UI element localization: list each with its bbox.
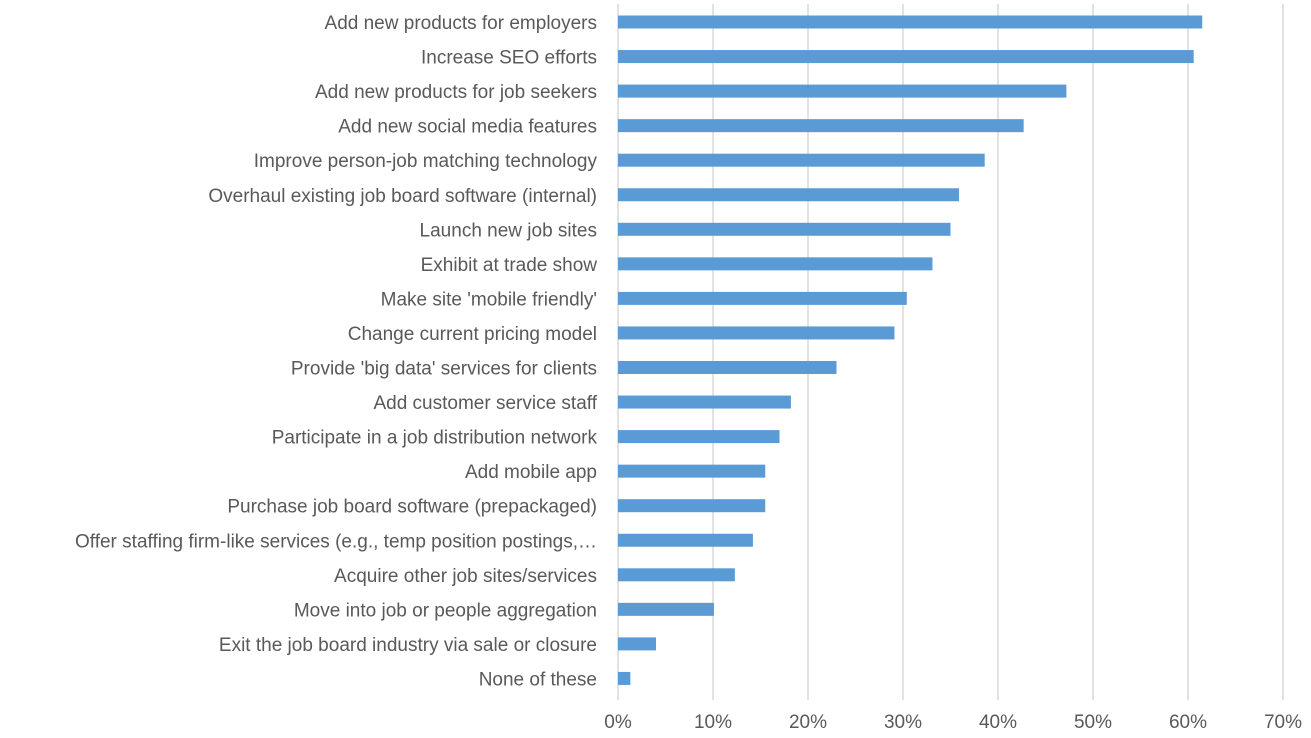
x-tick-label: 20% <box>789 712 827 733</box>
bar <box>618 568 735 582</box>
category-label: Acquire other job sites/services <box>334 566 597 587</box>
bar <box>618 84 1067 98</box>
category-label: Add customer service staff <box>373 393 597 414</box>
bar <box>618 326 895 340</box>
bar <box>618 533 753 547</box>
bar <box>618 188 960 202</box>
category-label: Overhaul existing job board software (in… <box>208 186 597 207</box>
x-tick-label: 70% <box>1264 712 1302 733</box>
category-label: Add mobile app <box>465 462 597 483</box>
x-tick-label: 60% <box>1169 712 1207 733</box>
category-label: None of these <box>479 669 597 690</box>
x-tick-label: 30% <box>884 712 922 733</box>
category-label: Improve person-job matching technology <box>254 151 598 172</box>
bar <box>618 50 1194 64</box>
bar <box>618 671 631 685</box>
bar <box>618 395 791 409</box>
x-tick-label: 40% <box>979 712 1017 733</box>
category-label: Add new social media features <box>338 117 597 138</box>
bar <box>618 637 656 651</box>
category-label: Add new products for employers <box>325 13 597 34</box>
bar <box>618 119 1024 133</box>
bar <box>618 464 766 478</box>
x-tick-label: 0% <box>604 712 632 733</box>
x-tick-label: 50% <box>1074 712 1112 733</box>
category-label: Participate in a job distribution networ… <box>272 428 598 449</box>
bar <box>618 499 766 513</box>
category-label: Add new products for job seekers <box>315 82 597 103</box>
bar <box>618 15 1203 29</box>
x-tick-label: 10% <box>694 712 732 733</box>
category-labels: Add new products for employers Increase S… <box>75 13 598 690</box>
bars <box>618 15 1203 685</box>
category-label: Change current pricing model <box>348 324 597 345</box>
bar <box>618 291 907 305</box>
category-label: Provide 'big data' services for clients <box>291 359 597 380</box>
gridlines <box>617 4 1284 700</box>
category-label: Move into job or people aggregation <box>294 600 597 621</box>
category-label: Offer staffing firm-like services (e.g.,… <box>75 531 597 552</box>
category-label: Exit the job board industry via sale or … <box>219 635 597 656</box>
category-label: Launch new job sites <box>420 220 597 241</box>
bar <box>618 430 780 444</box>
bar <box>618 153 985 167</box>
x-axis-tick-labels: 0% 10% 20% 30% 40% 50% 60% 70% <box>604 712 1302 733</box>
bar <box>618 602 714 616</box>
category-label: Exhibit at trade show <box>421 255 598 276</box>
category-label: Make site 'mobile friendly' <box>381 289 597 310</box>
bar <box>618 361 837 374</box>
bar <box>618 257 933 271</box>
category-label: Increase SEO efforts <box>421 48 597 69</box>
bar <box>618 222 951 236</box>
category-label: Purchase job board software (prepackaged… <box>227 497 597 518</box>
